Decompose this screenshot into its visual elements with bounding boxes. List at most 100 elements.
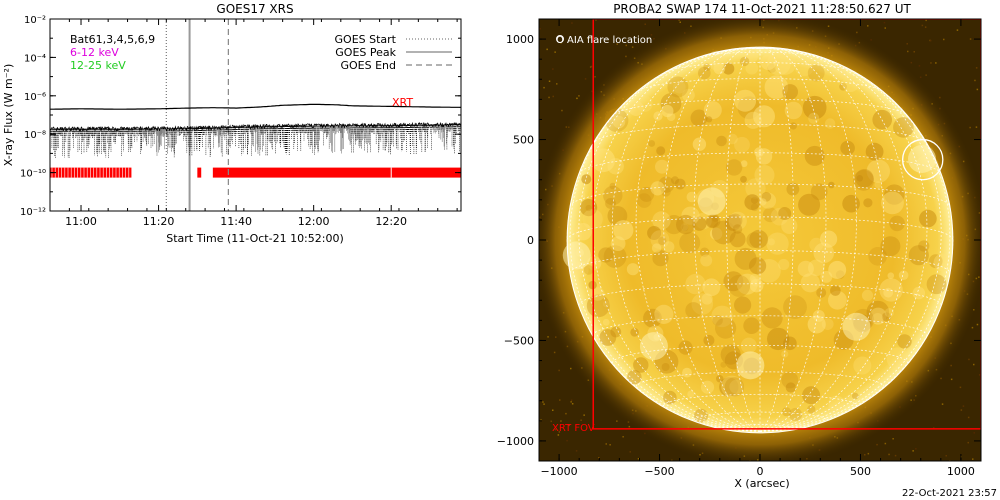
disk-texture-spot [653,111,663,121]
disk-texture-spot [723,271,744,292]
longitude-line [759,48,942,432]
goes-y-tick-label: 10⁻⁸ [24,130,46,141]
disk-texture-spot [609,182,617,190]
disk-texture-spot [603,185,623,206]
aia-legend-text: O AIA flare location [556,35,652,46]
goes-x-axis-label: Start Time (11-Oct-21 10:52:00) [166,232,344,245]
disk-texture-spot [759,198,767,206]
disk-texture-spot [636,95,653,113]
disk-texture-spot [824,118,836,129]
disk-texture-spot [686,191,698,203]
disk-texture-spot [926,274,947,295]
disk-texture-spot [810,183,828,201]
swap-x-tick-label: −500 [644,465,674,478]
disk-texture-spot [757,259,781,283]
disk-texture-spot [610,236,626,252]
disk-texture-spot [912,286,926,300]
disk-texture-spot [653,312,660,319]
disk-texture-spot [743,48,759,64]
disk-texture-spot [766,232,789,255]
disk-texture-spot [612,115,626,129]
disk-texture-spot [702,278,721,297]
latitude-line [578,283,942,306]
disk-texture-spot [893,117,914,138]
disk-texture-spot [734,136,750,153]
disk-texture-spot [855,169,874,188]
disk-texture-spot [746,232,763,249]
disk-texture-spot [652,211,671,230]
disk-texture-spot [749,229,768,249]
goes-x-tick-label: 11:40 [220,215,252,228]
disk-texture-spot [663,390,677,405]
disk-texture-spot [643,308,662,328]
disk-texture-spot [739,56,750,67]
disk-texture-spot [778,258,790,271]
goes-x-tick-label: 11:00 [65,215,97,228]
goes-long-series [50,103,461,110]
disk-texture-spot [682,88,695,102]
disk-texture-spot [651,243,662,253]
disk-texture-spot [740,337,757,354]
disk-texture-spot [598,247,614,263]
goes-legend-label: GOES Peak [335,46,396,59]
disk-texture-spot [820,230,838,248]
goes-short-series [50,121,461,159]
disk-texture-spot [703,334,715,346]
disk-texture-spot [647,226,662,240]
disk-texture-spot [744,194,761,211]
goes-y-tick-label: 10⁻⁴ [24,53,46,64]
longitude-line [611,47,761,432]
active-region [908,144,937,173]
disk-texture-spot [691,293,714,315]
disk-texture-spot [725,159,743,176]
disk-texture-spot [682,367,692,378]
goes-y-tick-label: 10⁻⁶ [24,92,46,103]
disk-texture-spot [853,169,874,191]
disk-texture-spot [664,215,684,235]
disk-texture-spot [680,223,689,231]
disk-texture-spot [674,178,686,190]
disk-texture-spot [724,377,744,397]
swap-y-tick-label: −500 [504,334,534,347]
longitude-line [578,48,761,432]
disk-texture-spot [658,236,667,246]
solar-limb [566,46,954,434]
disk-texture-spot [613,220,634,241]
disk-texture-spot [798,193,821,216]
disk-texture-spot [681,206,700,225]
disk-texture-spot [673,80,686,94]
disk-texture-spot [754,165,775,185]
disk-texture-spot [869,307,887,325]
disk-texture-spot [856,175,864,182]
goes-x-tick-label: 11:20 [143,215,175,228]
disk-texture-spot [773,52,797,75]
disk-texture-spot [728,274,751,297]
disk-texture-spot [740,160,748,168]
disk-texture-spot [720,344,741,365]
disk-texture-spot [761,192,772,202]
longitude-line [759,46,827,432]
disk-texture-spot [701,293,713,305]
xrt-coverage-hatch [51,167,392,178]
disk-texture-spot [711,215,719,222]
disk-texture-spot [789,122,797,130]
disk-texture-spot [745,61,759,75]
disk-texture-spot [872,313,884,325]
disk-texture-spot [898,270,909,281]
disk-texture-spot [781,217,798,234]
disk-texture-spot [740,175,747,183]
aia-legend-marker [556,35,564,43]
disk-texture-spot [728,211,747,231]
disk-texture-spot [794,56,815,77]
goes-x-tick-label: 12:00 [298,215,330,228]
xrt-coverage-segment [50,167,132,178]
disk-texture-spot [650,230,670,250]
disk-texture-spot [703,63,711,71]
goes-info-text: 6-12 keV [70,46,119,59]
disk-texture-spot [658,176,675,193]
swap-image-panel: PROBA2 SWAP 174 11-Oct-2021 11:28:50.627… [497,2,982,490]
disk-texture-spot [591,148,616,173]
disk-texture-spot [699,247,710,257]
disk-texture-spot [628,100,644,116]
disk-texture-spot [652,250,669,267]
